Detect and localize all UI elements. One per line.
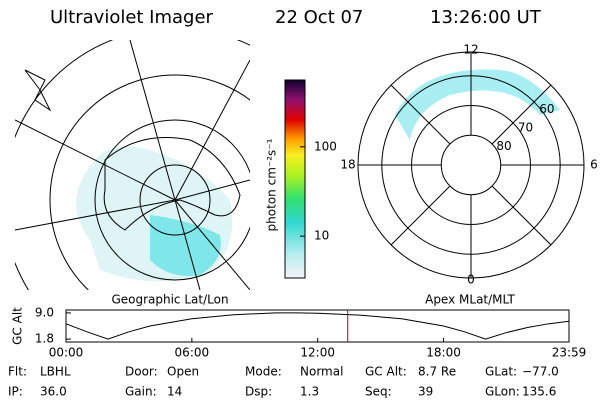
- map-label: Apex MLat/MLT: [425, 293, 515, 307]
- field-value: 135.6: [522, 385, 556, 399]
- field-label: GLat:: [485, 365, 517, 379]
- x-tick-label: 12:00: [300, 346, 335, 360]
- field-value: 8.7 Re: [418, 365, 456, 379]
- altitude-line: [65, 312, 570, 340]
- colorbar-tick-label: 100: [314, 139, 337, 153]
- y-axis-label: GC Alt: [11, 307, 25, 345]
- mlt-label: 6: [590, 158, 598, 172]
- field-value: Normal: [300, 365, 343, 379]
- field-value: LBHL: [40, 365, 71, 379]
- mlt-label: 18: [340, 158, 355, 172]
- field-label: GC Alt:: [365, 365, 407, 379]
- x-tick-label: 18:00: [426, 346, 461, 360]
- colorbar-label: photon cm⁻²s⁻¹: [265, 138, 279, 231]
- field-value: 1.3: [300, 385, 319, 399]
- x-tick-label: 23:59: [552, 346, 587, 360]
- aurora: [395, 69, 560, 140]
- mlt-line: [390, 84, 451, 145]
- field-value: −77.0: [522, 365, 559, 379]
- x-tick-label: 00:00: [49, 346, 84, 360]
- field-value: Open: [167, 365, 199, 379]
- map-label: Geographic Lat/Lon: [111, 293, 228, 307]
- lat-label: 80: [496, 139, 511, 153]
- lat-label: 70: [518, 121, 533, 135]
- y-tick-label: 1.8: [35, 332, 54, 346]
- mlt-line: [491, 84, 552, 145]
- mlt-label: 12: [463, 43, 478, 57]
- field-label: IP:: [8, 385, 23, 399]
- field-value: 39: [418, 385, 433, 399]
- geographic-map: [15, 40, 250, 290]
- field-label: GLon:: [485, 385, 520, 399]
- field-value: 36.0: [40, 385, 67, 399]
- lat-circle: [440, 134, 502, 196]
- lat-label: 60: [539, 102, 554, 116]
- x-tick-label: 06:00: [175, 346, 210, 360]
- field-label: Mode:: [245, 365, 282, 379]
- field-label: Door:: [125, 365, 158, 379]
- field-label: Dsp:: [245, 385, 272, 399]
- mlt-label: 0: [467, 273, 475, 287]
- field-label: Flt:: [8, 365, 27, 379]
- field-value: 14: [167, 385, 182, 399]
- time: 13:26:00 UT: [430, 7, 542, 28]
- colorbar: [284, 79, 306, 279]
- y-tick-label: 9.0: [35, 305, 54, 319]
- date: 22 Oct 07: [275, 7, 363, 28]
- colorbar-tick-label: 10: [314, 229, 329, 243]
- field-label: Seq:: [365, 385, 392, 399]
- altitude-plot-frame: [65, 309, 570, 343]
- aurora: [150, 215, 221, 276]
- title: Ultraviolet Imager: [50, 7, 214, 28]
- magnetic-map: [357, 51, 585, 279]
- mlt-line: [390, 185, 451, 246]
- mlt-line: [491, 185, 552, 246]
- field-label: Gain:: [125, 385, 157, 399]
